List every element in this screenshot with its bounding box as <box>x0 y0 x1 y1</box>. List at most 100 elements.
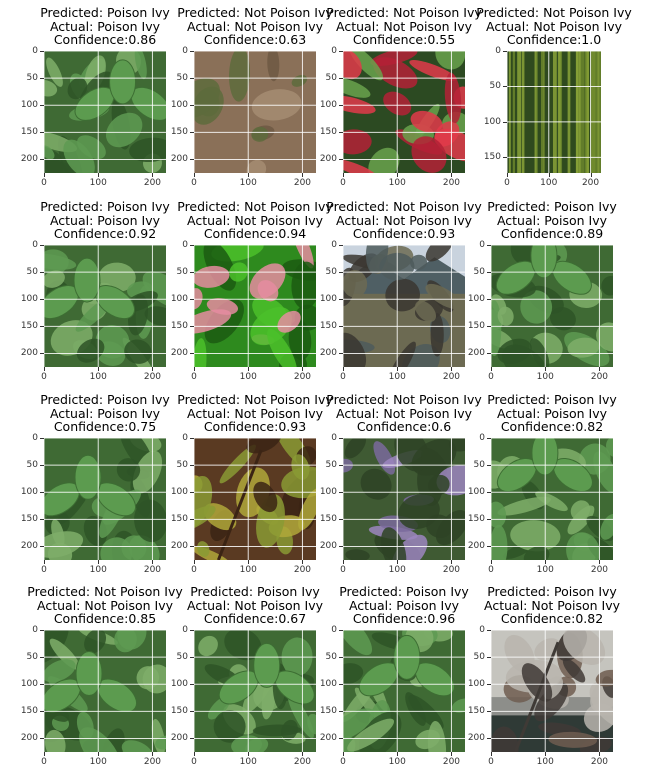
confidence-label: Confidence:0.93 <box>203 419 307 435</box>
y-tick-label: 50 <box>325 267 337 278</box>
actual-label: Actual: Poison Ivy <box>496 212 608 228</box>
y-tick-label: 100 <box>170 100 188 111</box>
y-tick-mark <box>339 546 343 548</box>
x-tick-label: 200 <box>442 372 461 382</box>
y-tick-label: 0 <box>331 46 337 56</box>
x-tick-label: 0 <box>191 565 197 575</box>
confidence-label: Confidence:0.75 <box>53 419 157 435</box>
predicted-label: Predicted: Not Poison Ivy <box>326 392 482 407</box>
x-tick-label: 0 <box>41 757 47 767</box>
y-tick-label: 100 <box>20 487 38 498</box>
y-tick-mark <box>190 519 194 521</box>
y-tick-mark <box>190 299 194 301</box>
x-tick-mark <box>545 752 547 756</box>
predicted-label: Predicted: Not Poison Ivy <box>326 5 482 20</box>
y-tick-label: 0 <box>182 240 188 250</box>
x-tick-mark <box>599 752 601 756</box>
x-tick-mark <box>491 752 492 756</box>
y-tick-mark <box>339 105 343 107</box>
y-tick-label: 200 <box>467 348 485 359</box>
panel-title: Predicted: Not Poison Ivy Actual: Not Poi… <box>324 6 484 47</box>
x-tick-label: 0 <box>488 565 494 575</box>
y-tick-mark <box>190 51 194 52</box>
panel-title: Predicted: Poison Ivy Actual: Poison Ivy C… <box>25 6 185 47</box>
y-tick-label: 0 <box>32 240 38 250</box>
y-tick-label: 150 <box>170 127 188 138</box>
y-tick-label: 200 <box>170 348 188 359</box>
panel-title: Predicted: Not Poison Ivy Actual: Not Poi… <box>324 200 484 241</box>
x-tick-mark <box>44 367 45 371</box>
y-tick-mark <box>487 353 491 355</box>
predicted-label: Predicted: Not Poison Ivy <box>27 584 183 599</box>
panel-title: Predicted: Not Poison Ivy Actual: Not Poi… <box>25 585 185 626</box>
y-tick-mark <box>339 438 343 439</box>
y-tick-mark <box>339 78 343 80</box>
y-tick-mark <box>339 353 343 355</box>
predicted-label: Predicted: Not Poison Ivy <box>177 392 333 407</box>
confidence-label: Confidence:0.93 <box>352 226 456 242</box>
y-tick-mark <box>190 630 194 631</box>
x-tick-mark <box>194 173 195 177</box>
y-tick-mark <box>40 132 44 134</box>
x-tick-label: 200 <box>143 565 162 575</box>
y-tick-mark <box>40 299 44 301</box>
y-tick-label: 0 <box>331 240 337 250</box>
predicted-label: Predicted: Poison Ivy <box>40 199 170 214</box>
y-tick-label: 150 <box>170 321 188 332</box>
x-tick-mark <box>548 173 550 177</box>
predicted-label: Predicted: Poison Ivy <box>487 199 617 214</box>
x-tick-mark <box>302 560 304 564</box>
actual-label: Actual: Poison Ivy <box>496 405 608 421</box>
x-tick-mark <box>98 367 100 371</box>
x-tick-mark <box>343 173 344 177</box>
x-tick-mark <box>302 173 304 177</box>
y-tick-mark <box>487 492 491 494</box>
y-tick-mark <box>40 492 44 494</box>
y-tick-label: 100 <box>20 679 38 690</box>
y-tick-mark <box>487 738 491 740</box>
y-tick-label: 150 <box>319 514 337 525</box>
x-tick-mark <box>397 173 399 177</box>
y-tick-mark <box>190 245 194 246</box>
actual-label: Actual: Not Poison Ivy <box>486 18 622 34</box>
y-tick-mark <box>40 438 44 439</box>
x-tick-mark <box>343 367 344 371</box>
x-tick-label: 0 <box>488 757 494 767</box>
y-tick-label: 100 <box>319 679 337 690</box>
y-tick-label: 200 <box>20 348 38 359</box>
predicted-label: Predicted: Poison Ivy <box>190 584 320 599</box>
y-tick-label: 0 <box>182 625 188 635</box>
confidence-label: Confidence:0.96 <box>352 611 456 627</box>
y-tick-mark <box>339 738 343 740</box>
y-tick-mark <box>190 105 194 107</box>
x-tick-mark <box>248 560 250 564</box>
y-tick-mark <box>339 519 343 521</box>
y-tick-mark <box>190 492 194 494</box>
x-tick-mark <box>451 560 453 564</box>
x-tick-mark <box>152 752 154 756</box>
x-tick-mark <box>397 752 399 756</box>
y-tick-label: 100 <box>319 100 337 111</box>
y-tick-label: 100 <box>170 679 188 690</box>
y-tick-mark <box>503 157 507 159</box>
y-tick-mark <box>190 546 194 548</box>
actual-label: Actual: Not Poison Ivy <box>336 405 472 421</box>
x-tick-mark <box>248 173 250 177</box>
y-tick-label: 0 <box>32 433 38 443</box>
y-tick-mark <box>339 132 343 134</box>
x-tick-label: 100 <box>388 178 406 188</box>
y-tick-mark <box>487 711 491 713</box>
x-tick-mark <box>44 173 45 177</box>
y-tick-mark <box>190 738 194 740</box>
actual-label: Actual: Not Poison Ivy <box>187 405 323 421</box>
x-tick-label: 100 <box>239 757 257 767</box>
y-tick-label: 0 <box>32 625 38 635</box>
x-tick-mark <box>599 560 601 564</box>
x-tick-label: 100 <box>388 757 406 767</box>
leaf-image <box>44 51 166 173</box>
y-tick-mark <box>40 711 44 713</box>
x-tick-label: 200 <box>590 757 609 767</box>
y-tick-label: 150 <box>20 321 38 332</box>
x-tick-label: 0 <box>41 565 47 575</box>
